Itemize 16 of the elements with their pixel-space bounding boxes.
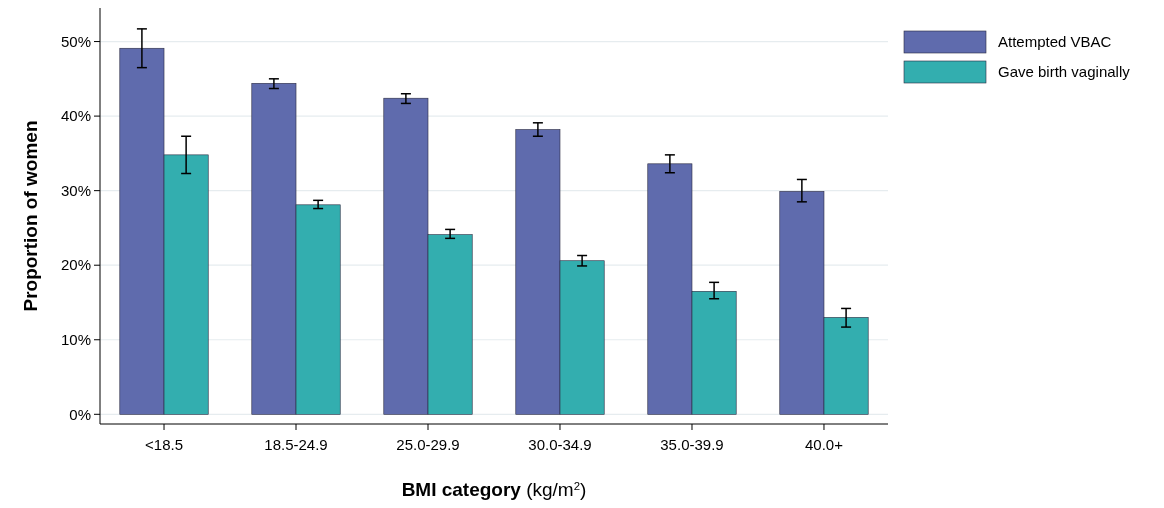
text: Gave birth vaginally [998, 63, 1131, 81]
x-tick-label: 25.0-29.9 [396, 436, 460, 453]
y-tick-label: 30% [60, 181, 91, 199]
x-tick-label: 30.0-34.9 [528, 436, 592, 453]
x-axis-title: BMI category (kg/m$^{2}$) [401, 479, 587, 500]
x-tick-label: 35.0-39.9 [660, 436, 724, 453]
y-tick-label: 20% [60, 256, 91, 274]
text: Attempted VBAC [998, 33, 1112, 51]
y-tick-label: 0% [69, 405, 91, 423]
y-tick-label: 50% [60, 32, 91, 50]
x-tick-label: <18.5 [145, 436, 183, 453]
y-tick-label: 40% [60, 107, 91, 125]
x-tick-label: 40.0+ [805, 436, 844, 453]
y-tick-label: 10% [60, 331, 91, 349]
x-tick-label: 18.5-24.9 [264, 436, 328, 453]
y-axis-title: Proportion of women [20, 120, 42, 312]
